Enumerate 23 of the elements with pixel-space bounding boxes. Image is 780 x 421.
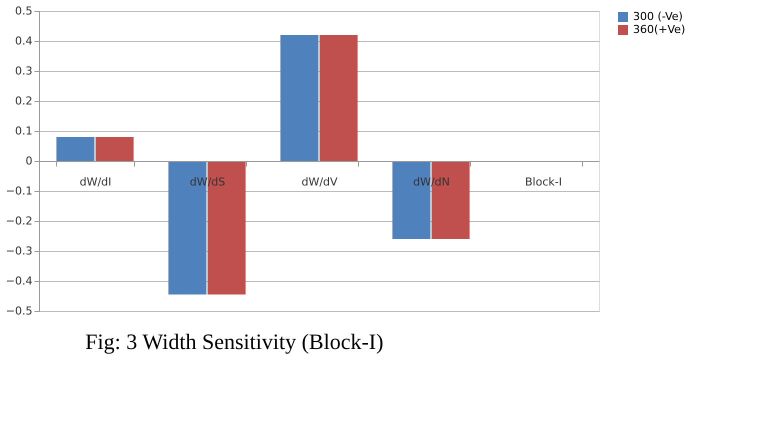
y-tick-label: −0.5: [6, 304, 32, 318]
y-tick-label: −0.3: [6, 244, 32, 258]
y-tick-label: −0.4: [6, 274, 32, 288]
y-tick-label: 0.5: [15, 4, 32, 18]
bar: [320, 35, 358, 161]
x-tick-label: dW/dS: [190, 176, 226, 188]
bar: [96, 137, 134, 161]
y-tick-label: −0.2: [6, 214, 32, 228]
bar: [56, 137, 94, 161]
x-tick-label: dW/dV: [301, 176, 338, 188]
y-tick-label: −0.1: [6, 184, 32, 198]
y-tick-label: 0.2: [15, 94, 32, 108]
bar: [280, 35, 318, 161]
legend-label: 300 (-Ve): [633, 10, 683, 23]
y-tick-label: 0: [26, 154, 32, 168]
legend-label: 360(+Ve): [633, 23, 686, 36]
y-tick-label: 0.4: [15, 34, 32, 48]
x-tick-label: dW/dN: [413, 176, 450, 188]
text: Fig: 3 Width Sensitivity (Block-I): [85, 329, 384, 354]
x-tick-label: Block-I: [525, 176, 562, 188]
y-tick-label: 0.1: [15, 124, 32, 138]
x-tick-label: dW/dI: [80, 176, 112, 188]
y-tick-label: 0.3: [15, 64, 32, 78]
